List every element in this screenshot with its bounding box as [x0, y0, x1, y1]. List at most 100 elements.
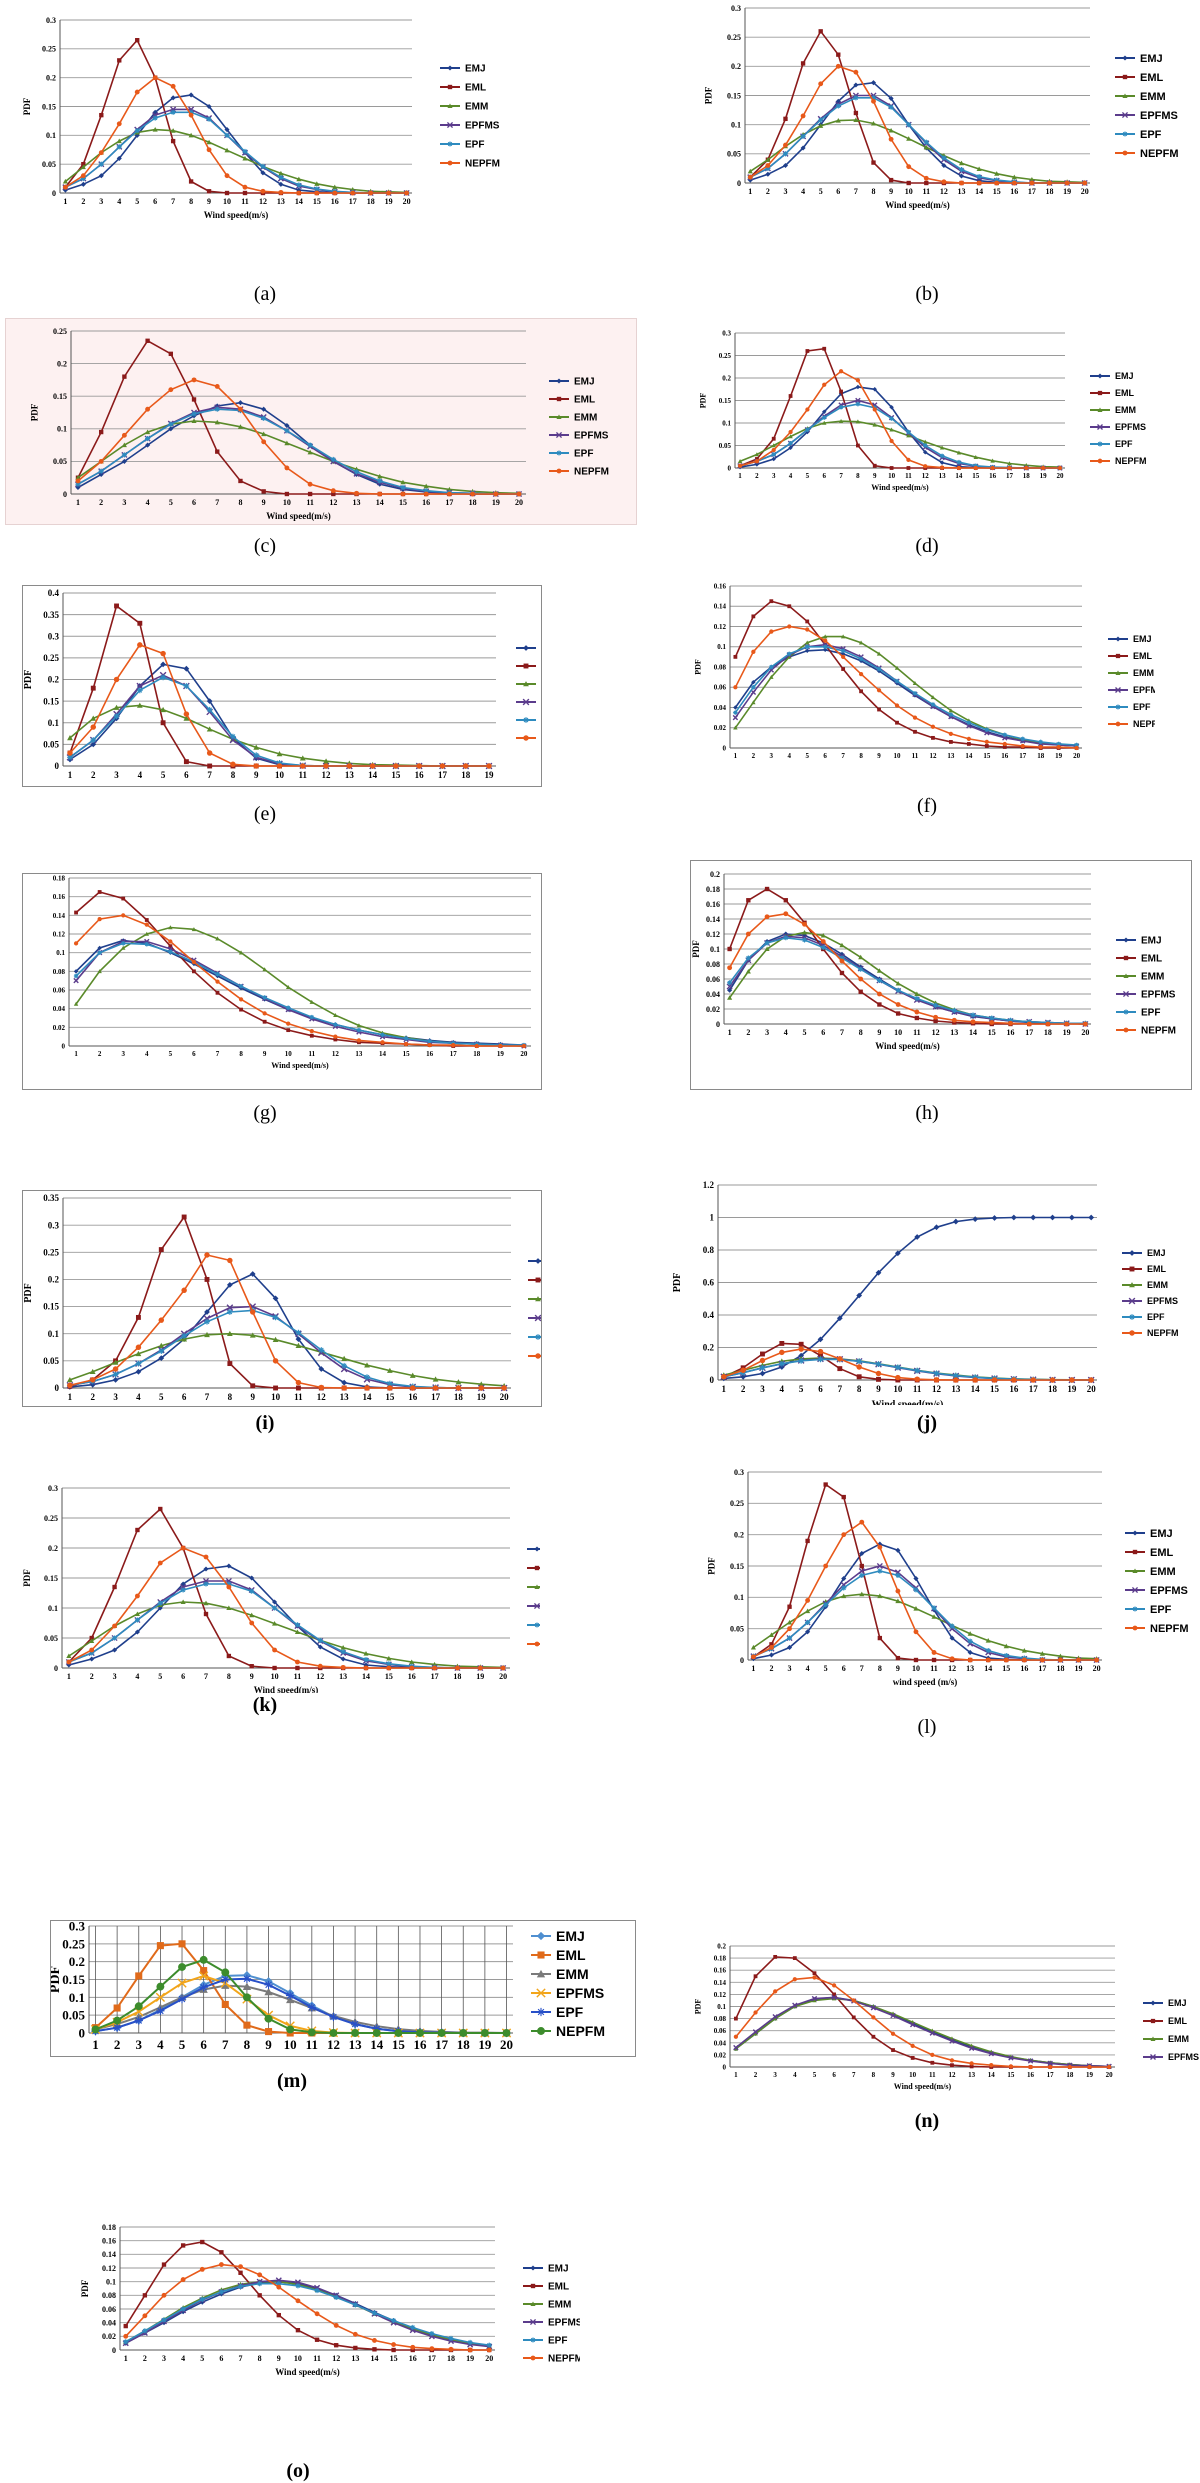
x-tick-label: 9	[891, 2071, 895, 2079]
data-point-nepfm	[239, 997, 243, 1001]
x-tick-label: 15	[385, 1672, 393, 1681]
data-point-nepfm	[135, 2002, 143, 2010]
x-tick-label: 14	[965, 752, 973, 760]
chart-panel-n: 0 0.02 0.04 0.06 0.08 0.1 0.12 0.14 0.16 0.18 0.2 1…	[670, 1940, 1200, 2100]
caption-a: (a)	[205, 283, 325, 306]
y-axis-title: PDF	[22, 1569, 32, 1587]
legend-marker-nepfm	[535, 1353, 540, 1358]
y-tick-label: 0.12	[714, 1991, 727, 1999]
legend-marker-nepfm	[537, 2027, 545, 2035]
data-point-nepfm	[319, 1385, 324, 1390]
data-point-epfms	[74, 978, 78, 982]
data-point-nepfm	[401, 492, 406, 497]
y-tick-label: 0.1	[48, 718, 60, 728]
x-tick-label: 2	[769, 1664, 773, 1673]
y-tick-label: 0.1	[46, 131, 56, 140]
data-point-nepfm	[852, 1998, 856, 2002]
x-tick-label: 4	[806, 1664, 810, 1673]
x-tick-label: 15	[972, 472, 980, 480]
data-point-eml	[860, 1564, 864, 1568]
data-point-nepfm	[386, 1666, 391, 1671]
data-point-eml	[734, 2017, 738, 2021]
y-axis-title: PDF	[699, 393, 708, 409]
y-tick-label: 0.3	[46, 16, 56, 25]
data-point-nepfm	[798, 1346, 803, 1351]
x-tick-label: 7	[854, 187, 858, 196]
data-point-nepfm	[913, 715, 917, 719]
x-tick-label: 17	[1025, 1028, 1033, 1037]
data-point-nepfm	[204, 1555, 209, 1560]
x-tick-label: 12	[932, 1028, 940, 1037]
x-tick-label: 16	[989, 472, 997, 480]
data-point-eml	[112, 1585, 116, 1589]
data-point-eml	[204, 1612, 208, 1616]
data-point-nepfm	[765, 163, 770, 168]
data-point-nepfm	[1039, 745, 1043, 749]
data-point-nepfm	[113, 2017, 121, 2025]
x-tick-label: 11	[308, 1050, 315, 1058]
data-point-epf	[310, 1015, 314, 1019]
data-point-nepfm	[478, 1666, 483, 1671]
x-tick-label: 7	[860, 1664, 864, 1673]
x-tick-label: 15	[990, 1384, 1000, 1394]
x-tick-label: 1	[728, 1028, 732, 1037]
x-tick-label: 2	[752, 752, 756, 760]
data-point-nepfm	[391, 2342, 396, 2347]
data-point-nepfm	[475, 1044, 479, 1048]
x-tick-label: 18	[461, 770, 471, 780]
x-tick-label: 9	[250, 1392, 255, 1402]
y-tick-label: 0.4	[48, 588, 60, 598]
x-tick-label: 17	[1006, 472, 1014, 480]
x-tick-label: 17	[1038, 1664, 1046, 1673]
data-point-nepfm	[805, 627, 809, 631]
data-point-nepfm	[323, 763, 328, 768]
data-point-eml	[200, 2240, 204, 2244]
data-point-epf	[733, 710, 737, 714]
legend-label-epfms: EPFMS	[1168, 2052, 1199, 2062]
data-point-nepfm	[805, 1598, 810, 1603]
legend-label-epf: EPF	[1141, 1008, 1160, 1019]
x-tick-label: 16	[415, 770, 425, 780]
data-point-epf	[805, 428, 809, 432]
y-tick-label: 0.16	[714, 582, 727, 590]
x-tick-label: 2	[741, 1384, 746, 1394]
data-point-nepfm	[230, 762, 235, 767]
x-tick-label: 3	[121, 1050, 125, 1058]
data-point-nepfm	[393, 763, 398, 768]
x-tick-label: 14	[969, 1028, 977, 1037]
chart-panel-f: 0 0.02 0.04 0.06 0.08 0.1 0.12 0.14 0.16 1 2 3 4 5 6 7 8…	[650, 575, 1155, 760]
x-tick-label: 8	[231, 770, 236, 780]
data-point-epf	[286, 1005, 290, 1009]
y-tick-label: 0.14	[706, 915, 720, 924]
data-point-nepfm	[859, 672, 863, 676]
x-tick-label: 18	[1037, 752, 1045, 760]
data-point-nepfm	[931, 725, 935, 729]
x-tick-label: 7	[204, 1672, 208, 1681]
y-tick-label: 0.05	[43, 1356, 59, 1366]
data-point-epf	[354, 469, 359, 474]
data-point-epf	[751, 685, 755, 689]
data-point-epf	[924, 140, 929, 145]
data-point-nepfm	[296, 191, 301, 196]
data-point-epf	[798, 1358, 804, 1364]
series-line-emm	[735, 637, 1076, 746]
data-point-eml	[215, 449, 219, 453]
data-point-nepfm	[940, 465, 944, 469]
y-tick-label: 0	[52, 189, 56, 198]
data-point-nepfm	[178, 1963, 186, 1971]
y-tick-label: 0.2	[46, 73, 56, 82]
x-tick-label: 2	[755, 472, 759, 480]
data-point-nepfm	[1082, 181, 1087, 186]
data-point-nepfm	[787, 1626, 792, 1631]
data-point-eml	[310, 1034, 314, 1038]
legend-marker-nepfm	[1133, 1626, 1138, 1631]
legend-marker-eml	[536, 1278, 541, 1283]
data-point-nepfm	[215, 979, 219, 983]
y-tick-label: 0.15	[62, 1972, 85, 1987]
x-tick-label: 13	[939, 472, 947, 480]
series-line-nepfm	[736, 1978, 1109, 2068]
data-point-nepfm	[160, 651, 165, 656]
legend-marker-nepfm	[557, 469, 562, 474]
data-point-epf	[145, 942, 149, 946]
x-tick-label: 4	[801, 187, 805, 196]
